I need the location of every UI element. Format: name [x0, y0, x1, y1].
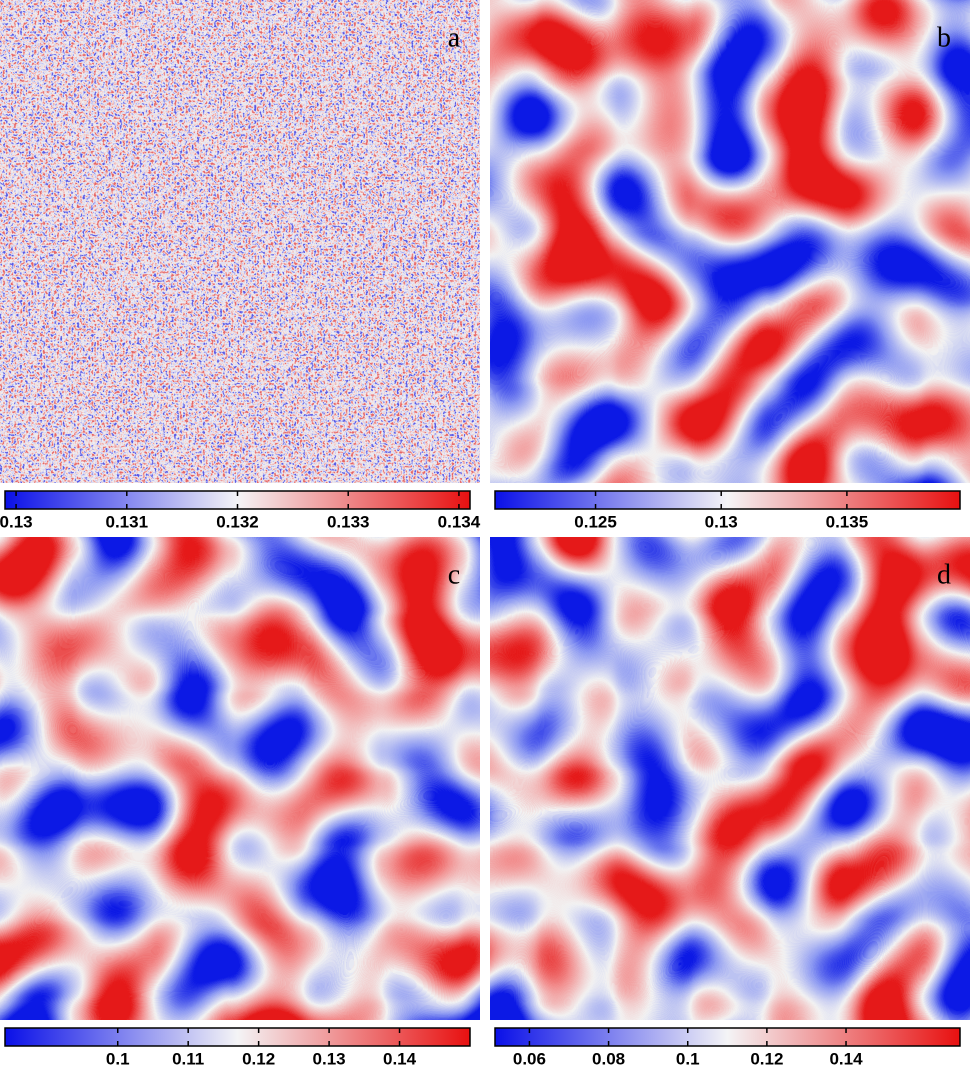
x-tick-label: 0.11: [172, 1049, 204, 1068]
x-tick-label: 0.135: [826, 512, 869, 531]
colorbar: [494, 490, 961, 510]
panel-label: a: [448, 22, 461, 53]
x-tick-label: 0.08: [592, 1049, 625, 1068]
panel-label: c: [448, 559, 460, 590]
field-image: [490, 0, 970, 483]
x-tick-label: 0.131: [106, 512, 149, 531]
panel-label: b: [937, 22, 951, 53]
x-tick-label: 0.12: [750, 1049, 783, 1068]
field-image: [490, 537, 970, 1020]
x-tick-label: 0.13: [0, 512, 33, 531]
x-tick-label: 0.12: [242, 1049, 275, 1068]
x-tick-label: 0.14: [383, 1049, 417, 1068]
colorbar: [4, 1027, 471, 1047]
x-tick-label: 0.06: [513, 1049, 546, 1068]
field-image: [0, 0, 480, 483]
x-tick-label: 0.14: [829, 1049, 863, 1068]
field-image: [0, 537, 480, 1020]
x-tick-label: 0.132: [216, 512, 259, 531]
x-tick-label: 0.1: [106, 1049, 130, 1068]
x-tick-label: 0.133: [327, 512, 370, 531]
x-tick-label: 0.1: [676, 1049, 700, 1068]
panel-label: d: [937, 559, 951, 590]
colorbar: [494, 1027, 961, 1047]
x-tick-label: 0.125: [574, 512, 617, 531]
x-tick-label: 0.13: [705, 512, 738, 531]
x-tick-label: 0.134: [438, 512, 481, 531]
x-tick-label: 0.13: [313, 1049, 346, 1068]
